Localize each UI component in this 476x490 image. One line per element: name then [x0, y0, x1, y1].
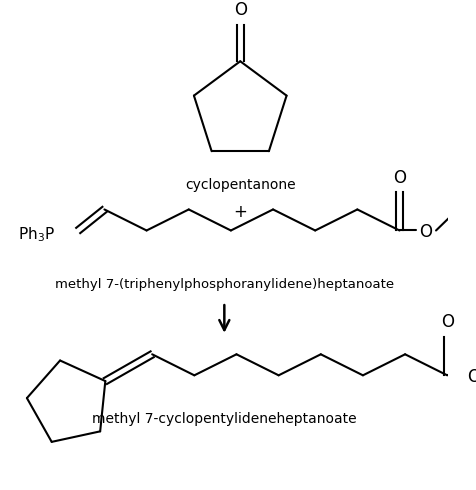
- Text: +: +: [233, 203, 247, 221]
- Text: Ph$_3$P: Ph$_3$P: [18, 225, 55, 244]
- Text: O: O: [440, 313, 453, 331]
- Text: methyl 7-(triphenylphosphoranylidene)heptanoate: methyl 7-(triphenylphosphoranylidene)hep…: [55, 278, 393, 291]
- Text: O: O: [392, 169, 405, 187]
- Text: cyclopentanone: cyclopentanone: [185, 178, 295, 192]
- Text: O: O: [233, 1, 246, 19]
- Text: methyl 7-cyclopentylideneheptanoate: methyl 7-cyclopentylideneheptanoate: [92, 412, 356, 426]
- Text: O: O: [418, 223, 431, 242]
- Text: O: O: [466, 368, 476, 386]
